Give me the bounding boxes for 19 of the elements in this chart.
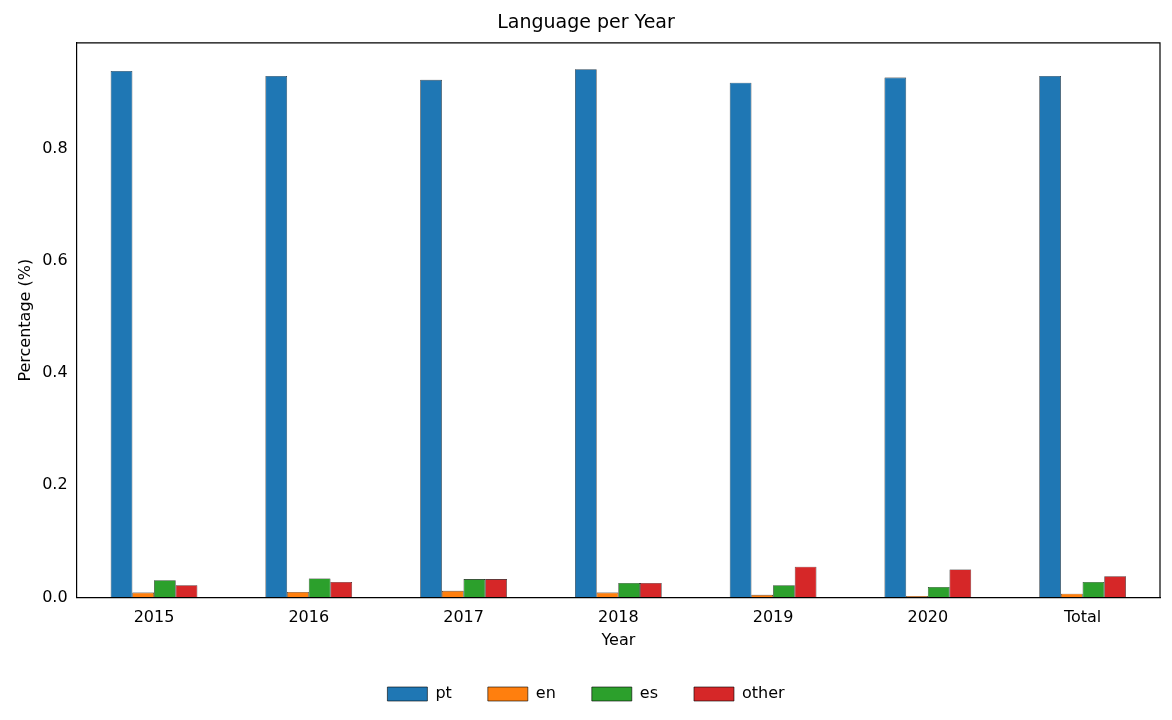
- y-tick-label: 0.4: [42, 362, 68, 382]
- x-tick-label: 2015: [133, 607, 175, 627]
- legend-label: es: [639, 683, 658, 703]
- x-tick-label: 2017: [443, 607, 484, 627]
- x-tick-label: 2019: [752, 607, 794, 627]
- x-tick-label: 2018: [597, 607, 639, 627]
- y-tick-label: 0.8: [42, 137, 68, 157]
- x-tick-label: Total: [1062, 607, 1102, 627]
- y-tick-label: 0.2: [42, 474, 68, 494]
- y-tick-label: 0.6: [42, 249, 68, 269]
- y-tick-label: 0.0: [42, 586, 68, 606]
- legend-label: pt: [435, 683, 452, 703]
- legend-label: other: [741, 683, 786, 703]
- x-tick-label: 2016: [288, 607, 330, 627]
- legend-label: en: [535, 683, 556, 703]
- x-axis-title: Year: [600, 629, 636, 649]
- x-tick-label: 2020: [907, 607, 949, 627]
- y-axis-title: Percentage (%): [14, 258, 34, 382]
- chart-title: Language per Year: [497, 10, 675, 33]
